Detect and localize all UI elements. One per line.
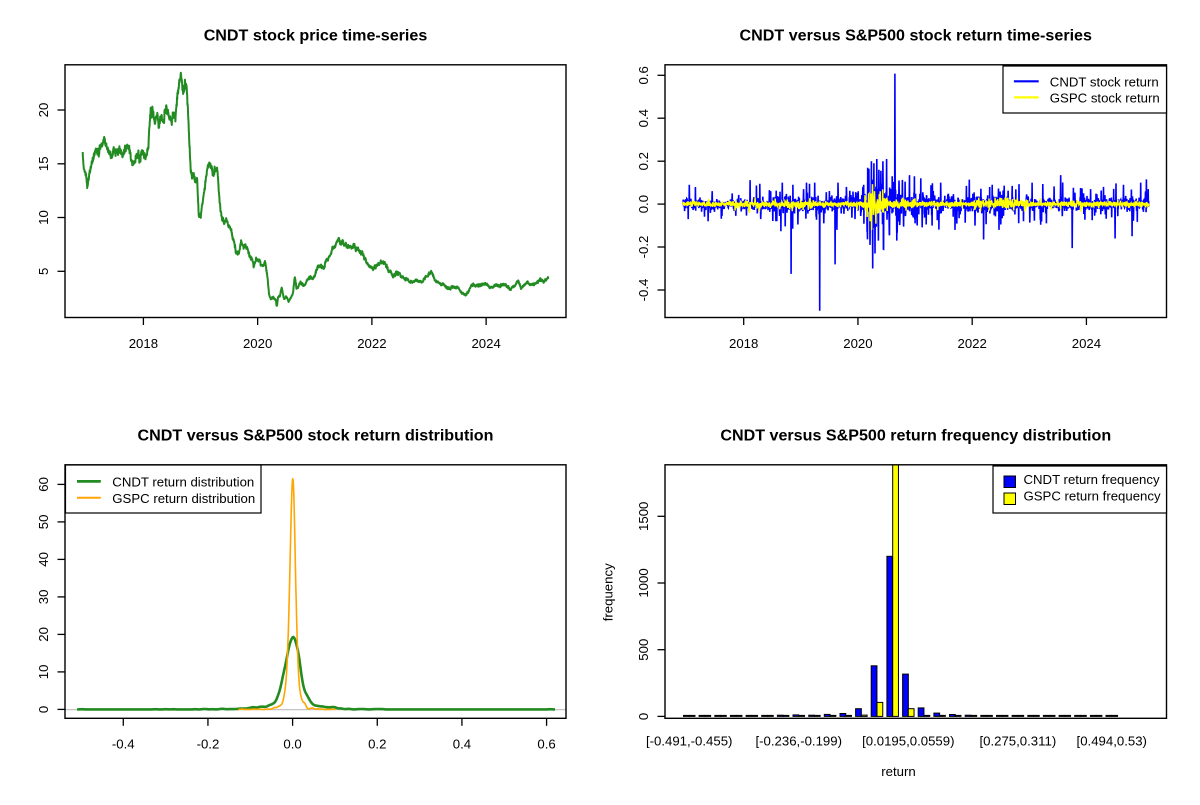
svg-text:CNDT versus S&P500 stock retur: CNDT versus S&P500 stock return distribu…: [138, 426, 494, 444]
svg-text:10: 10: [36, 665, 51, 680]
svg-text:1000: 1000: [636, 568, 651, 597]
svg-text:return: return: [881, 764, 915, 779]
svg-text:5: 5: [36, 268, 51, 275]
svg-text:0.2: 0.2: [636, 152, 651, 170]
svg-text:2020: 2020: [243, 336, 272, 351]
svg-text:-0.4: -0.4: [636, 279, 651, 302]
svg-text:2018: 2018: [729, 336, 758, 351]
svg-text:0.2: 0.2: [368, 736, 386, 751]
svg-text:60: 60: [36, 477, 51, 492]
svg-text:2022: 2022: [958, 336, 987, 351]
svg-text:0.4: 0.4: [636, 109, 651, 127]
svg-text:[-0.236,-0.199): [-0.236,-0.199): [755, 734, 842, 749]
svg-text:50: 50: [36, 515, 51, 530]
svg-text:GSPC return frequency: GSPC return frequency: [1024, 489, 1161, 504]
svg-text:CNDT return frequency: CNDT return frequency: [1024, 472, 1160, 487]
svg-text:2022: 2022: [357, 336, 386, 351]
svg-text:0.0: 0.0: [283, 736, 301, 751]
svg-text:2024: 2024: [1072, 336, 1101, 351]
svg-text:[-0.491,-0.455): [-0.491,-0.455): [646, 734, 733, 749]
svg-text:2020: 2020: [843, 336, 872, 351]
svg-text:0: 0: [36, 706, 51, 713]
svg-text:CNDT return distribution: CNDT return distribution: [112, 475, 254, 490]
svg-text:CNDT versus S&P500 stock retur: CNDT versus S&P500 stock return time-ser…: [740, 26, 1092, 44]
svg-text:[0.494,0.53): [0.494,0.53): [1077, 734, 1147, 749]
svg-text:2024: 2024: [471, 336, 500, 351]
svg-text:20: 20: [36, 103, 51, 118]
svg-text:0.6: 0.6: [537, 736, 555, 751]
svg-text:[0.0195,0.0559): [0.0195,0.0559): [862, 734, 954, 749]
svg-text:1500: 1500: [636, 502, 651, 531]
svg-text:-0.4: -0.4: [112, 736, 135, 751]
svg-text:frequency: frequency: [601, 563, 616, 621]
svg-text:30: 30: [36, 590, 51, 605]
svg-text:[0.275,0.311): [0.275,0.311): [979, 734, 1056, 749]
svg-text:-0.2: -0.2: [197, 736, 220, 751]
svg-text:0.6: 0.6: [636, 66, 651, 84]
svg-text:40: 40: [36, 552, 51, 567]
svg-text:GSPC stock return: GSPC stock return: [1050, 91, 1160, 106]
svg-text:0.4: 0.4: [453, 736, 471, 751]
svg-text:20: 20: [36, 627, 51, 642]
svg-text:CNDT stock return: CNDT stock return: [1050, 75, 1159, 90]
svg-text:0: 0: [636, 713, 651, 720]
svg-text:500: 500: [636, 639, 651, 661]
svg-text:-0.2: -0.2: [636, 236, 651, 259]
svg-text:GSPC return distribution: GSPC return distribution: [112, 491, 255, 506]
svg-text:2018: 2018: [129, 336, 158, 351]
svg-text:10: 10: [36, 210, 51, 225]
svg-text:0.0: 0.0: [636, 195, 651, 213]
svg-text:CNDT stock price time-series: CNDT stock price time-series: [204, 26, 428, 44]
svg-text:15: 15: [36, 156, 51, 171]
svg-text:CNDT versus S&P500 return freq: CNDT versus S&P500 return frequency dist…: [720, 426, 1111, 444]
